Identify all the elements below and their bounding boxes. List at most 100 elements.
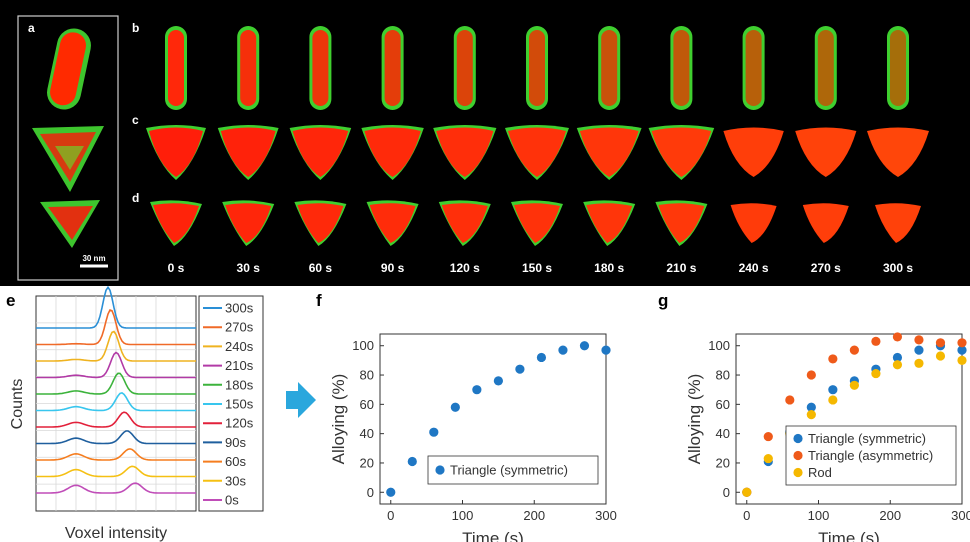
histogram-curve-300s xyxy=(36,286,196,329)
time-label-9: 270 s xyxy=(811,261,841,275)
panel-f-label: f xyxy=(316,291,322,310)
y-tick-label: 80 xyxy=(360,368,374,383)
data-point-2-3 xyxy=(806,410,816,420)
time-label-0: 0 s xyxy=(168,261,185,275)
histogram-curve-270s xyxy=(36,309,196,346)
rod-frame-7 xyxy=(670,26,693,110)
y-tick-label: 100 xyxy=(708,338,730,353)
histogram-curve-30s xyxy=(36,465,196,478)
data-point-1-6 xyxy=(871,336,881,346)
triangle-c-frame-9 xyxy=(795,127,857,177)
legend-label-120s: 120s xyxy=(225,416,254,431)
triangle-c-frame-1 xyxy=(217,125,279,180)
y-tick-label: 60 xyxy=(716,397,730,412)
time-label-5: 150 s xyxy=(522,261,552,275)
histogram-curve-210s xyxy=(36,351,196,379)
rod-frame-10 xyxy=(887,26,909,110)
y-axis-label: Alloying (%) xyxy=(329,374,348,465)
triangle-d-frame-8 xyxy=(730,203,777,243)
panel-e-label: e xyxy=(6,291,15,310)
legend-label-240s: 240s xyxy=(225,339,254,354)
triangle-d-core xyxy=(658,203,705,243)
triangle-d-core xyxy=(586,203,633,243)
y-tick-label: 40 xyxy=(716,426,730,441)
y-tick-label: 0 xyxy=(367,485,374,500)
data-point-0-1 xyxy=(407,456,417,467)
triangle-c-frame-4 xyxy=(433,125,497,180)
y-tick-label: 40 xyxy=(360,426,374,441)
histogram-curve-90s xyxy=(36,430,196,445)
data-point-2-7 xyxy=(892,360,903,370)
data-point-2-0 xyxy=(742,487,752,497)
legend-label-90s: 90s xyxy=(225,435,246,450)
triangle-c-frame-6 xyxy=(576,125,642,180)
histogram-curve-180s xyxy=(36,372,196,395)
triangle-d-frame-7 xyxy=(655,200,708,246)
legend-label-300s: 300s xyxy=(225,301,254,316)
time-label-3: 90 s xyxy=(381,261,405,275)
plots-svg: e Counts Voxel intensity 300s 270s 240s 210… xyxy=(6,286,970,542)
legend-label-180s: 180s xyxy=(225,377,254,392)
histogram-curve-240s xyxy=(36,330,196,362)
triangle-d-frame-5 xyxy=(511,200,563,246)
data-point-2-4 xyxy=(828,395,838,405)
triangle-c-frame-5 xyxy=(505,125,569,180)
rod-frame-4 xyxy=(453,26,476,110)
triangle-c-core xyxy=(436,127,494,177)
panel-g-chart: 0 100 200 300 0 20 40 60 80 100 Time (s) Alloying (… xyxy=(685,332,970,542)
triangle-d-frame-10 xyxy=(875,203,921,243)
triangle-d-core xyxy=(441,203,488,243)
y-tick-label: 20 xyxy=(360,455,374,470)
panel-c-label: c xyxy=(132,113,139,127)
data-point-1-1 xyxy=(763,431,773,442)
panel-a-label: a xyxy=(28,21,35,35)
data-point-0-6 xyxy=(515,364,525,374)
data-point-0-10 xyxy=(601,345,611,355)
data-point-1-8 xyxy=(914,335,924,345)
legend-marker-0 xyxy=(793,433,803,444)
arrow-icon xyxy=(286,382,316,418)
panel-e-legend: 300s 270s 240s 210s 180s 150s 120s 90s 60s 30s 0s xyxy=(203,301,254,508)
legend-label-0s: 0s xyxy=(225,493,239,508)
legend-label-60s: 60s xyxy=(225,454,246,469)
data-point-1-3 xyxy=(806,370,816,380)
triangle-c-core xyxy=(795,127,857,177)
data-point-2-6 xyxy=(871,368,881,379)
triangle-c-frame-2 xyxy=(289,125,352,180)
plots-area: e Counts Voxel intensity 300s 270s 240s 210… xyxy=(0,286,970,542)
legend-label-210s: 210s xyxy=(225,358,254,373)
data-point-0-7 xyxy=(892,352,903,363)
triangle-d-core xyxy=(730,203,777,243)
x-tick-label: 200 xyxy=(879,508,901,523)
y-tick-label: 60 xyxy=(360,397,374,412)
data-point-2-8 xyxy=(914,358,924,368)
legend-box xyxy=(427,455,599,485)
data-point-0-2 xyxy=(429,427,439,437)
data-point-0-0 xyxy=(386,487,396,497)
time-label-6: 180 s xyxy=(594,261,624,275)
data-point-1-7 xyxy=(892,332,903,342)
rod-core xyxy=(240,30,257,106)
triangle-c-core xyxy=(508,127,566,177)
legend-label-30s: 30s xyxy=(225,473,246,488)
data-point-0-4 xyxy=(828,385,838,395)
legend-label-1: Triangle (asymmetric) xyxy=(808,448,933,463)
triangle-d-frame-6 xyxy=(583,200,636,246)
scalebar: 30 nm xyxy=(80,254,108,268)
triangle-c-frame-3 xyxy=(361,125,424,180)
legend-label-270s: 270s xyxy=(225,320,254,335)
rod-core xyxy=(384,30,401,106)
rod-core xyxy=(601,30,618,106)
panel-e-chart: Counts Voxel intensity 300s 270s 240s 210s 1… xyxy=(9,286,264,542)
legend-label-0: Triangle (symmetric) xyxy=(450,463,568,478)
rod-frame-6 xyxy=(598,26,621,110)
triangle-c-core xyxy=(220,127,276,177)
data-point-0-4 xyxy=(472,385,482,395)
triangle-d-core xyxy=(875,203,921,243)
panel-a-small-triangle-render xyxy=(40,200,100,248)
legend-marker-0 xyxy=(435,465,445,475)
y-axis-label: Alloying (%) xyxy=(685,374,704,465)
rod-core xyxy=(529,30,545,106)
triangle-c-core xyxy=(149,127,203,177)
rod-frame-2 xyxy=(309,26,332,110)
